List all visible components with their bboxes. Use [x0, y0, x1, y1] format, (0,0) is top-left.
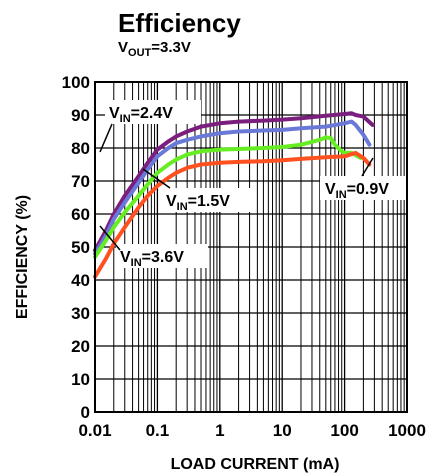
x-tick-label: 100	[330, 421, 358, 440]
x-axis-label: LOAD CURRENT (mA)	[171, 456, 340, 473]
y-tick-label: 90	[71, 106, 90, 125]
annotation-sub: IN	[336, 189, 347, 201]
annotation-label: VIN=2.4V	[109, 105, 173, 125]
series-line-1	[93, 119, 372, 256]
annotation-rest: =0.9V	[347, 181, 390, 198]
series-line-3	[93, 150, 372, 279]
annotation-background	[320, 176, 406, 200]
x-tick-labels: 0.01 0.1 1 10 100 1000	[78, 421, 425, 440]
subtitle-rest: =3.3V	[151, 39, 191, 56]
annotation-main: V	[325, 181, 336, 198]
series-line-2	[93, 135, 363, 259]
annotation-label: VIN=0.9V	[325, 181, 389, 201]
y-tick-label: 30	[71, 304, 90, 323]
y-tick-label: 60	[71, 205, 90, 224]
annotation-background	[116, 244, 208, 268]
annotation-leader	[99, 225, 121, 251]
x-tick-label: 1000	[388, 421, 426, 440]
annotation-background	[105, 100, 201, 124]
series-line-0	[93, 111, 375, 253]
annotation-main: V	[166, 193, 177, 210]
chart-title: Efficiency	[118, 8, 241, 38]
annotation-sub: IN	[177, 201, 188, 213]
annotation-sub: IN	[120, 113, 131, 125]
annotation-label: VIN=3.6V	[120, 249, 184, 269]
annotation-background	[162, 188, 254, 212]
y-tick-label: 10	[71, 370, 90, 389]
annotation-main: V	[120, 249, 131, 266]
chart-subtitle: VOUT=3.3V	[118, 39, 191, 59]
annotation-leader	[99, 123, 113, 153]
series-lines	[93, 111, 375, 279]
y-tick-label: 0	[81, 403, 90, 422]
x-tick-label: 1	[215, 421, 224, 440]
y-tick-label: 80	[71, 139, 90, 158]
x-tick-label: 0.1	[146, 421, 170, 440]
y-tick-label: 50	[71, 238, 90, 257]
y-tick-label: 70	[71, 172, 90, 191]
x-tick-label: 10	[273, 421, 292, 440]
annotation-sub: IN	[131, 257, 142, 269]
annotation-leader	[361, 157, 374, 177]
y-tick-label: 100	[62, 73, 90, 92]
y-tick-labels: 0 10 20 30 40 50 60 70 80 90 100	[62, 73, 90, 422]
y-axis-label: EFFICIENCY (%)	[14, 195, 31, 319]
annotation-rest: =3.6V	[142, 249, 185, 266]
plot-frame	[94, 81, 408, 413]
y-tick-label: 40	[71, 271, 90, 290]
annotation-rest: =1.5V	[188, 193, 231, 210]
y-tick-label: 20	[71, 337, 90, 356]
annotation-leader	[142, 168, 171, 189]
annotation-rest: =2.4V	[131, 105, 174, 122]
annotation-label: VIN=1.5V	[166, 193, 230, 213]
subtitle-main: V	[118, 39, 128, 56]
subtitle-sub: OUT	[128, 47, 152, 59]
annotation-main: V	[109, 105, 120, 122]
x-tick-label: 0.01	[78, 421, 111, 440]
